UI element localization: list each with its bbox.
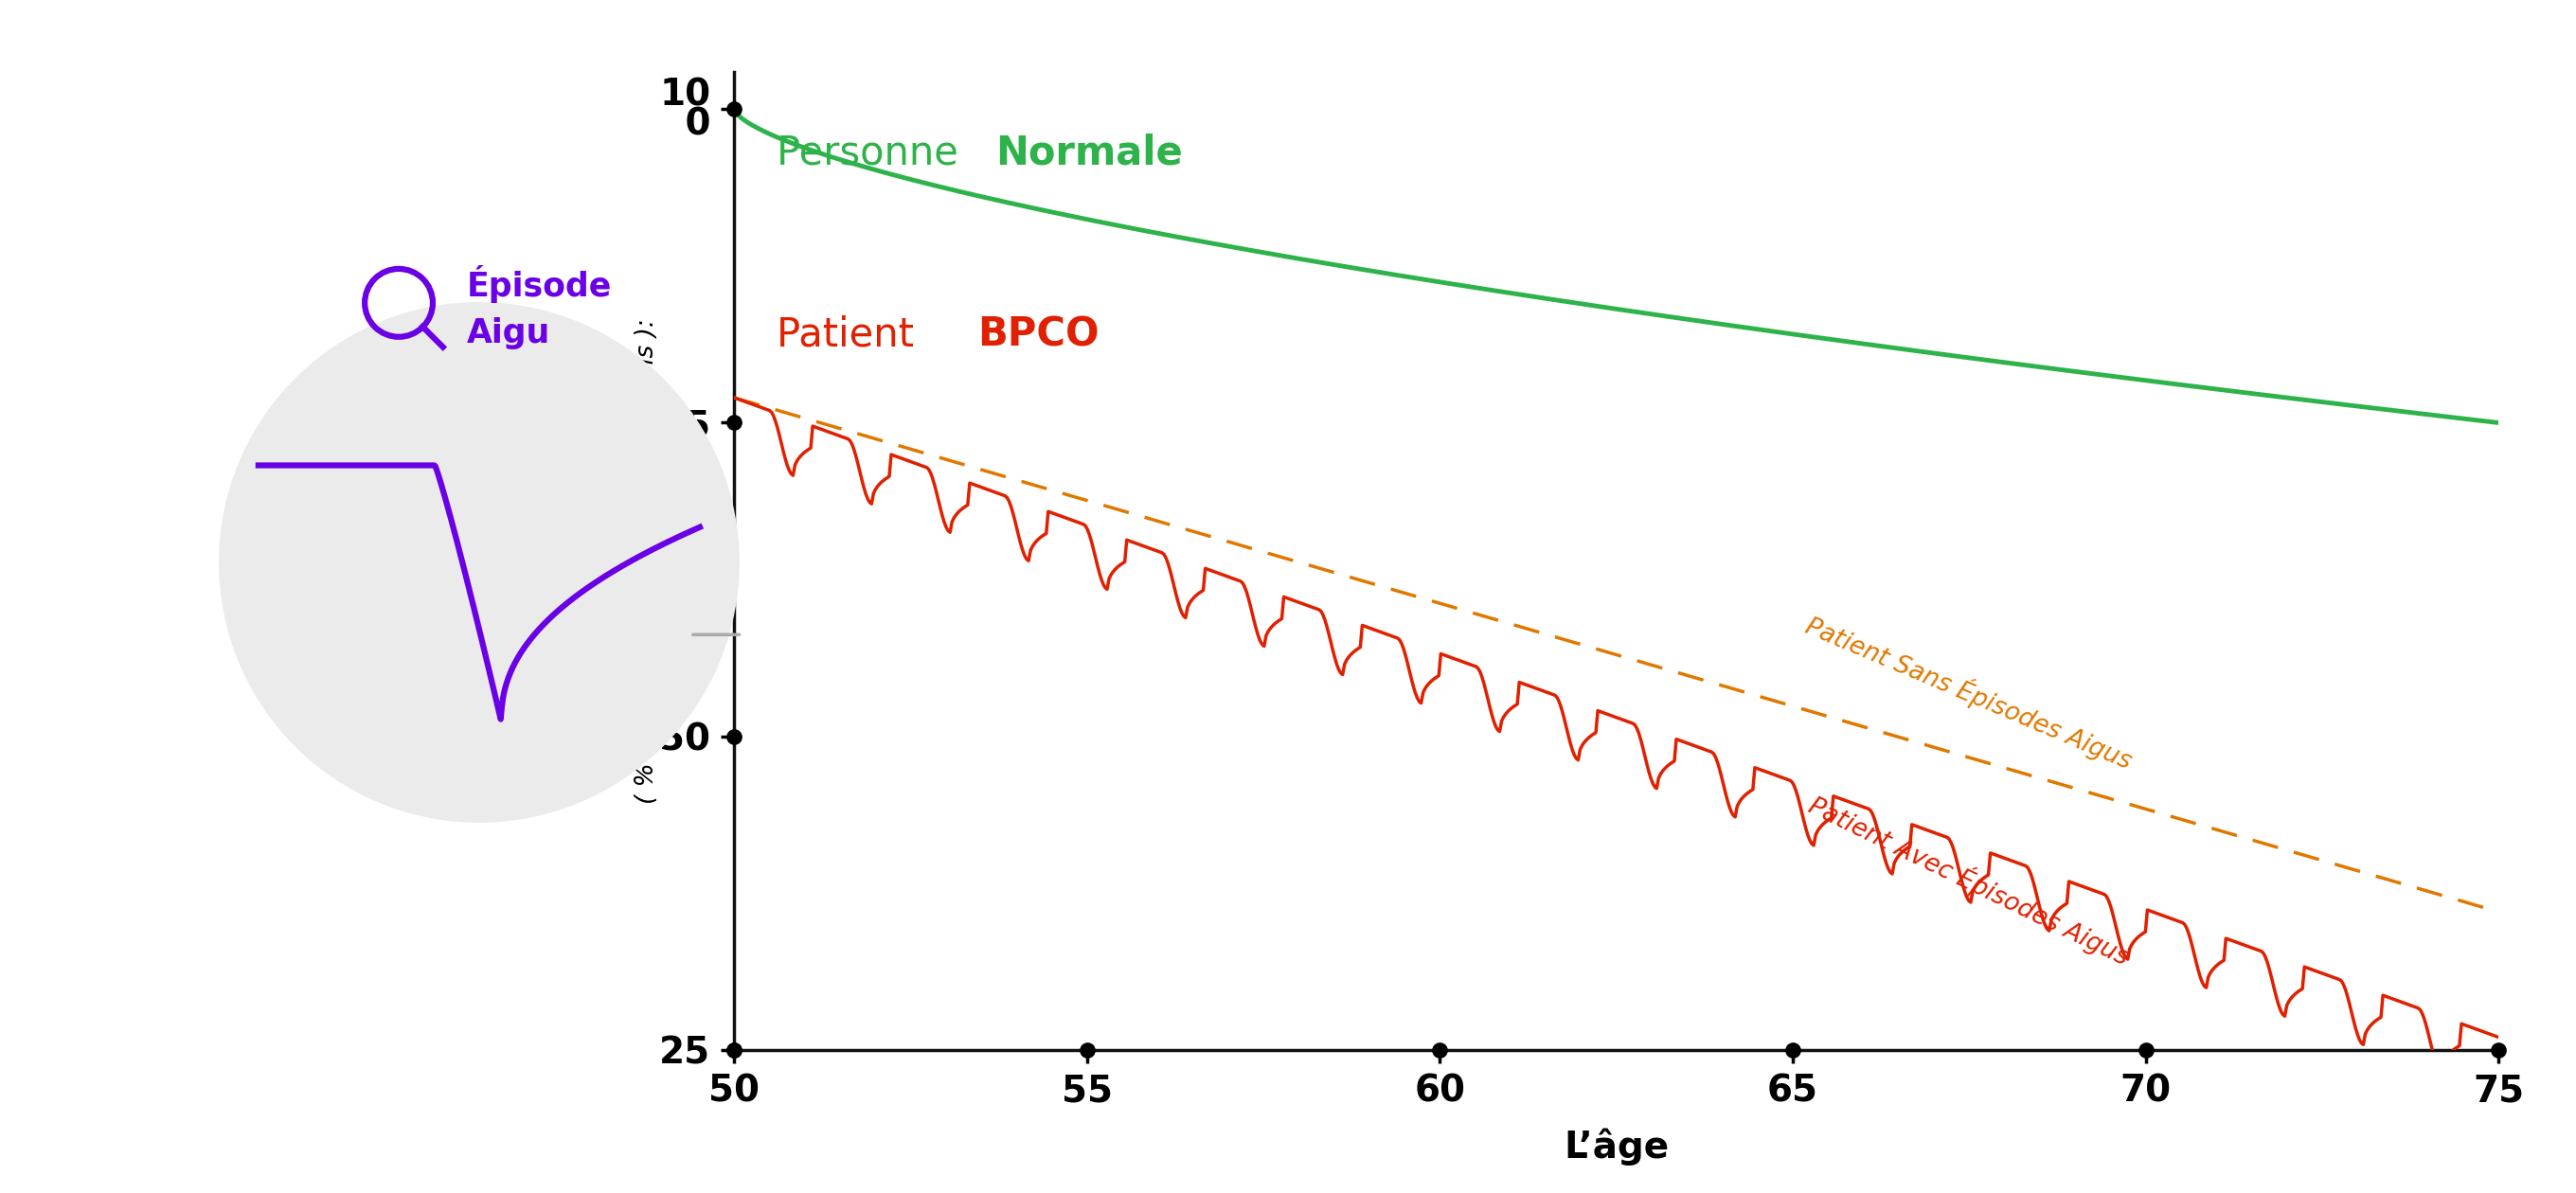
Text: Patient Avec Épisodes Aigus: Patient Avec Épisodes Aigus — [1803, 790, 2136, 971]
Circle shape — [219, 303, 739, 822]
Text: ( % de capacité pulmonaire à 25 ans ):: ( % de capacité pulmonaire à 25 ans ): — [634, 319, 659, 803]
Text: Aigu: Aigu — [466, 317, 551, 350]
Text: BPCO: BPCO — [979, 315, 1100, 354]
Text: Épisode: Épisode — [466, 265, 613, 303]
Text: Normale: Normale — [994, 134, 1182, 173]
Text: Personne: Personne — [775, 134, 971, 173]
X-axis label: L’âge: L’âge — [1564, 1127, 1669, 1166]
Text: Patient: Patient — [775, 315, 927, 354]
Text: Patient Sans Épisodes Aigus: Patient Sans Épisodes Aigus — [1801, 610, 2138, 774]
